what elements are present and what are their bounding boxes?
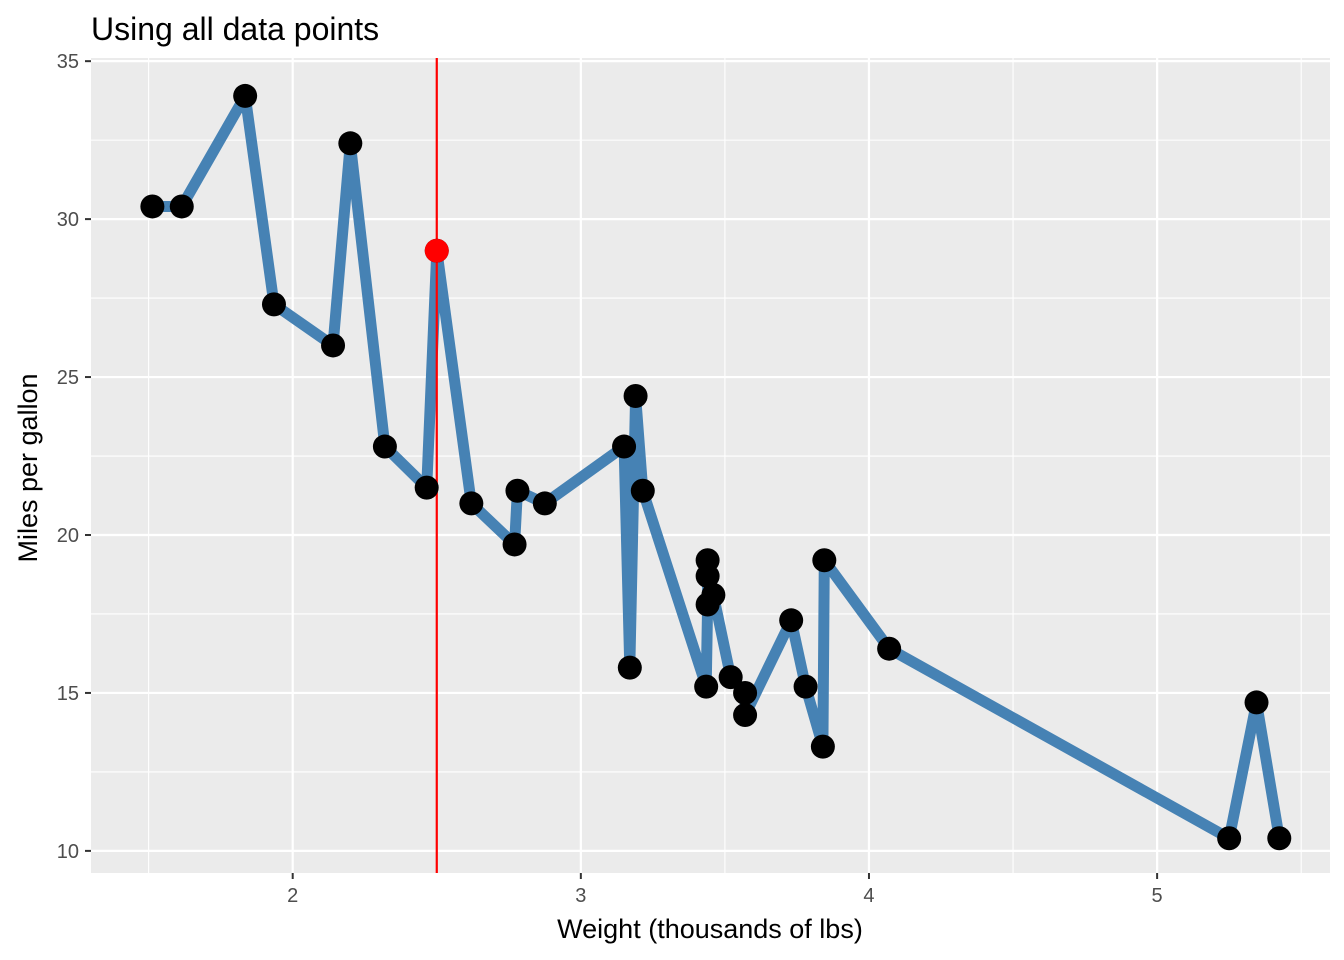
data-point — [695, 548, 720, 573]
data-point — [877, 636, 902, 661]
highlight-point — [424, 238, 449, 263]
chart-title: Using all data points — [91, 11, 379, 47]
y-axis: 10 15 20 25 30 35 — [57, 51, 91, 863]
y-tick-label: 35 — [57, 51, 79, 73]
data-point — [617, 655, 642, 680]
data-point — [810, 734, 835, 759]
x-axis: 2 3 4 5 — [287, 873, 1163, 907]
x-axis-title: Weight (thousands of lbs) — [557, 914, 863, 944]
data-point — [1217, 826, 1242, 851]
data-point — [1244, 690, 1269, 715]
data-point — [372, 434, 397, 459]
data-point — [812, 548, 837, 573]
x-tick-label: 2 — [287, 885, 298, 907]
data-point — [793, 674, 818, 699]
y-tick-label: 10 — [57, 841, 79, 863]
data-point — [733, 703, 758, 728]
data-point — [505, 478, 530, 503]
data-point — [701, 583, 726, 608]
data-point — [459, 491, 484, 516]
grid-major — [91, 58, 1330, 873]
data-point — [623, 384, 648, 409]
data-point — [718, 665, 743, 690]
data-point — [261, 292, 286, 317]
data-point — [169, 194, 194, 219]
plot-panel — [91, 58, 1330, 873]
data-point — [1267, 826, 1292, 851]
data-point — [414, 475, 439, 500]
data-point — [140, 194, 165, 219]
x-tick-label: 3 — [575, 885, 586, 907]
data-point — [502, 532, 527, 557]
data-point — [694, 674, 719, 699]
y-axis-title: Miles per gallon — [13, 373, 43, 562]
x-tick-label: 4 — [863, 885, 874, 907]
y-tick-label: 15 — [57, 683, 79, 705]
data-point — [338, 131, 363, 156]
data-point — [233, 83, 258, 108]
data-point — [612, 434, 637, 459]
x-tick-label: 5 — [1152, 885, 1163, 907]
data-point — [532, 491, 557, 516]
data-point — [779, 608, 804, 633]
data-point — [321, 333, 346, 358]
y-tick-label: 30 — [57, 209, 79, 231]
y-tick-label: 20 — [57, 525, 79, 547]
data-point — [630, 478, 655, 503]
y-tick-label: 25 — [57, 367, 79, 389]
data-point — [733, 680, 758, 705]
data-points — [140, 83, 1292, 851]
